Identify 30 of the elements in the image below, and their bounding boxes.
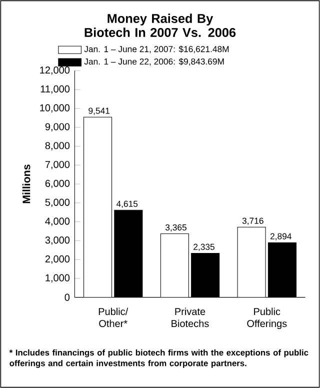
data-label: 9,541 <box>88 108 110 115</box>
y-tick-label: 1,000 <box>46 274 70 283</box>
data-label: 3,365 <box>165 224 186 232</box>
y-tick-label: 3,000 <box>45 236 70 245</box>
y-tick-label: 10,000 <box>40 104 70 113</box>
x-tick-label: Public Offerings <box>247 308 287 330</box>
y-tick-label: 4,000 <box>45 218 70 226</box>
y-tick-label: 12,000 <box>40 66 70 75</box>
text: * Includes financings of public biotech firms with the exceptions of public offerings and certain investments from corporate partners. <box>9 349 308 368</box>
y-tick-label: 11,000 <box>40 85 70 94</box>
y-tick-label: 5,000 <box>45 198 70 208</box>
data-label: 3,716 <box>242 218 264 225</box>
x-tick-label: Private Biotechs <box>172 308 209 328</box>
y-tick-label: 9,000 <box>45 123 70 132</box>
legend-label: Jan. 1 – June 21, 2007: $16,621.48M <box>84 46 229 54</box>
y-tick-label: 8,000 <box>45 142 70 150</box>
x-tick-label: Public/ Other* <box>98 308 128 328</box>
y-tick-label: 7,000 <box>45 160 70 170</box>
y-tick-label: 6,000 <box>45 180 70 188</box>
data-label: 2,894 <box>270 233 292 240</box>
bar <box>237 226 266 298</box>
data-label: 2,335 <box>194 244 214 251</box>
y-tick-label: 2,000 <box>45 255 70 264</box>
y-tick-label: 0 <box>64 294 70 301</box>
bar <box>160 234 189 298</box>
y-axis-title: Millions <box>22 164 30 204</box>
bar <box>84 116 112 298</box>
chart-title: Money Raised By Biotech In 2007 Vs. 2006 <box>84 14 236 37</box>
data-label: 4,615 <box>116 200 138 208</box>
legend-label: Jan. 1 – June 22, 2006: $9,843.69M <box>84 58 224 66</box>
